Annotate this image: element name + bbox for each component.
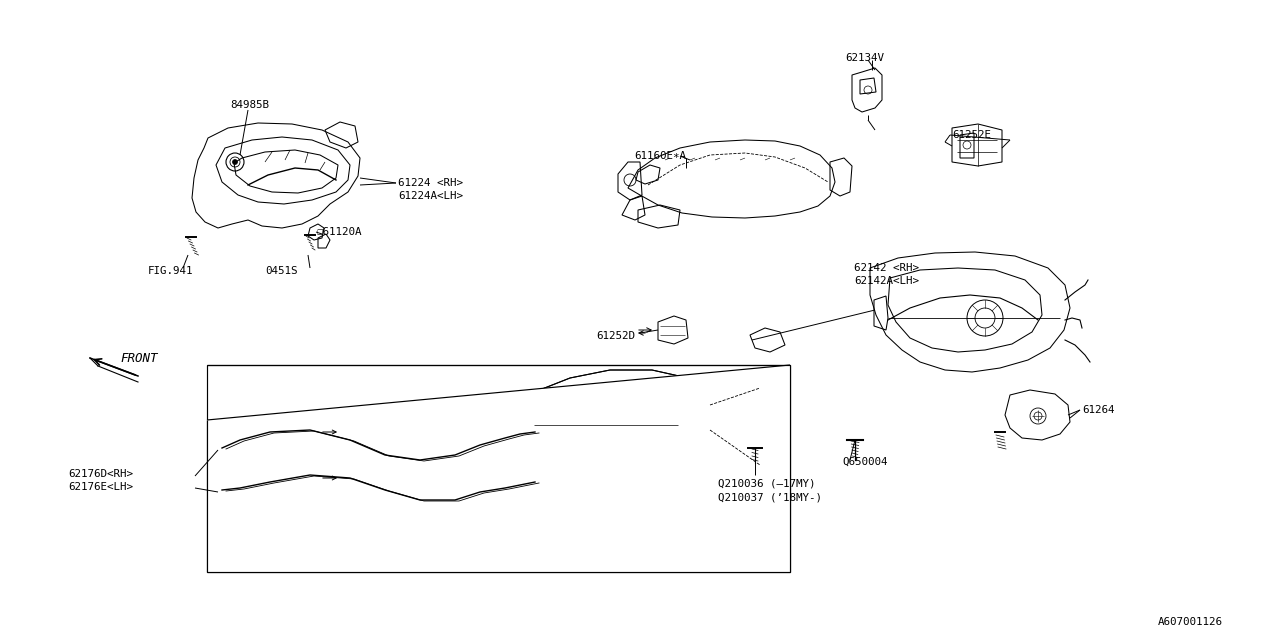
Text: 61264: 61264 bbox=[1082, 405, 1115, 415]
Text: Q650004: Q650004 bbox=[842, 457, 887, 467]
Polygon shape bbox=[207, 365, 790, 572]
Text: 61224A<LH>: 61224A<LH> bbox=[398, 191, 463, 201]
Text: 62142 <RH>: 62142 <RH> bbox=[854, 263, 919, 273]
Text: 62176D<RH>: 62176D<RH> bbox=[68, 469, 133, 479]
Text: 0451S: 0451S bbox=[265, 266, 297, 276]
Text: FIG.941: FIG.941 bbox=[148, 266, 193, 276]
Text: Q210037 (’18MY-): Q210037 (’18MY-) bbox=[718, 492, 822, 502]
Text: 62142A<LH>: 62142A<LH> bbox=[854, 276, 919, 286]
Text: 62176E<LH>: 62176E<LH> bbox=[68, 482, 133, 492]
Text: 84985B: 84985B bbox=[230, 100, 269, 110]
Text: A607001126: A607001126 bbox=[1158, 617, 1222, 627]
Text: 62134V: 62134V bbox=[845, 53, 884, 63]
Text: 61160E∗A: 61160E∗A bbox=[634, 151, 686, 161]
Text: 61252E: 61252E bbox=[952, 130, 991, 140]
Text: Q210036 (–17MY): Q210036 (–17MY) bbox=[718, 479, 815, 489]
Circle shape bbox=[233, 159, 238, 164]
Text: FRONT: FRONT bbox=[120, 351, 157, 365]
Text: 61252D: 61252D bbox=[596, 331, 635, 341]
Text: ☐61120A: ☐61120A bbox=[316, 227, 361, 237]
Text: 61224 <RH>: 61224 <RH> bbox=[398, 178, 463, 188]
